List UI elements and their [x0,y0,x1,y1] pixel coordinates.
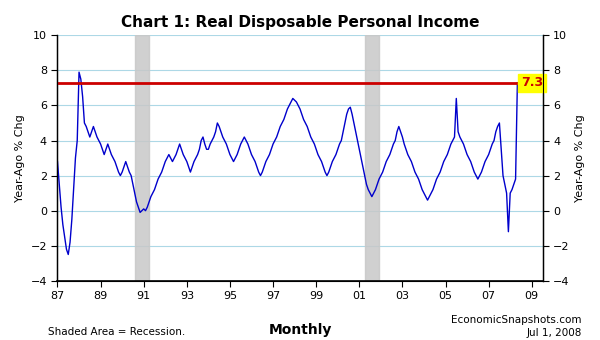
Text: 7.3: 7.3 [521,76,543,89]
Title: Chart 1: Real Disposable Personal Income: Chart 1: Real Disposable Personal Income [121,15,479,30]
Bar [135,35,149,281]
Y-axis label: Year-Ago % Chg: Year-Ago % Chg [15,114,25,202]
Text: Shaded Area = Recession.: Shaded Area = Recession. [48,327,185,337]
Text: Jul 1, 2008: Jul 1, 2008 [527,328,582,338]
Text: EconomicSnapshots.com: EconomicSnapshots.com [452,315,582,325]
Text: Monthly: Monthly [268,323,332,337]
Y-axis label: Year-Ago % Chg: Year-Ago % Chg [575,114,585,202]
Bar [365,35,379,281]
